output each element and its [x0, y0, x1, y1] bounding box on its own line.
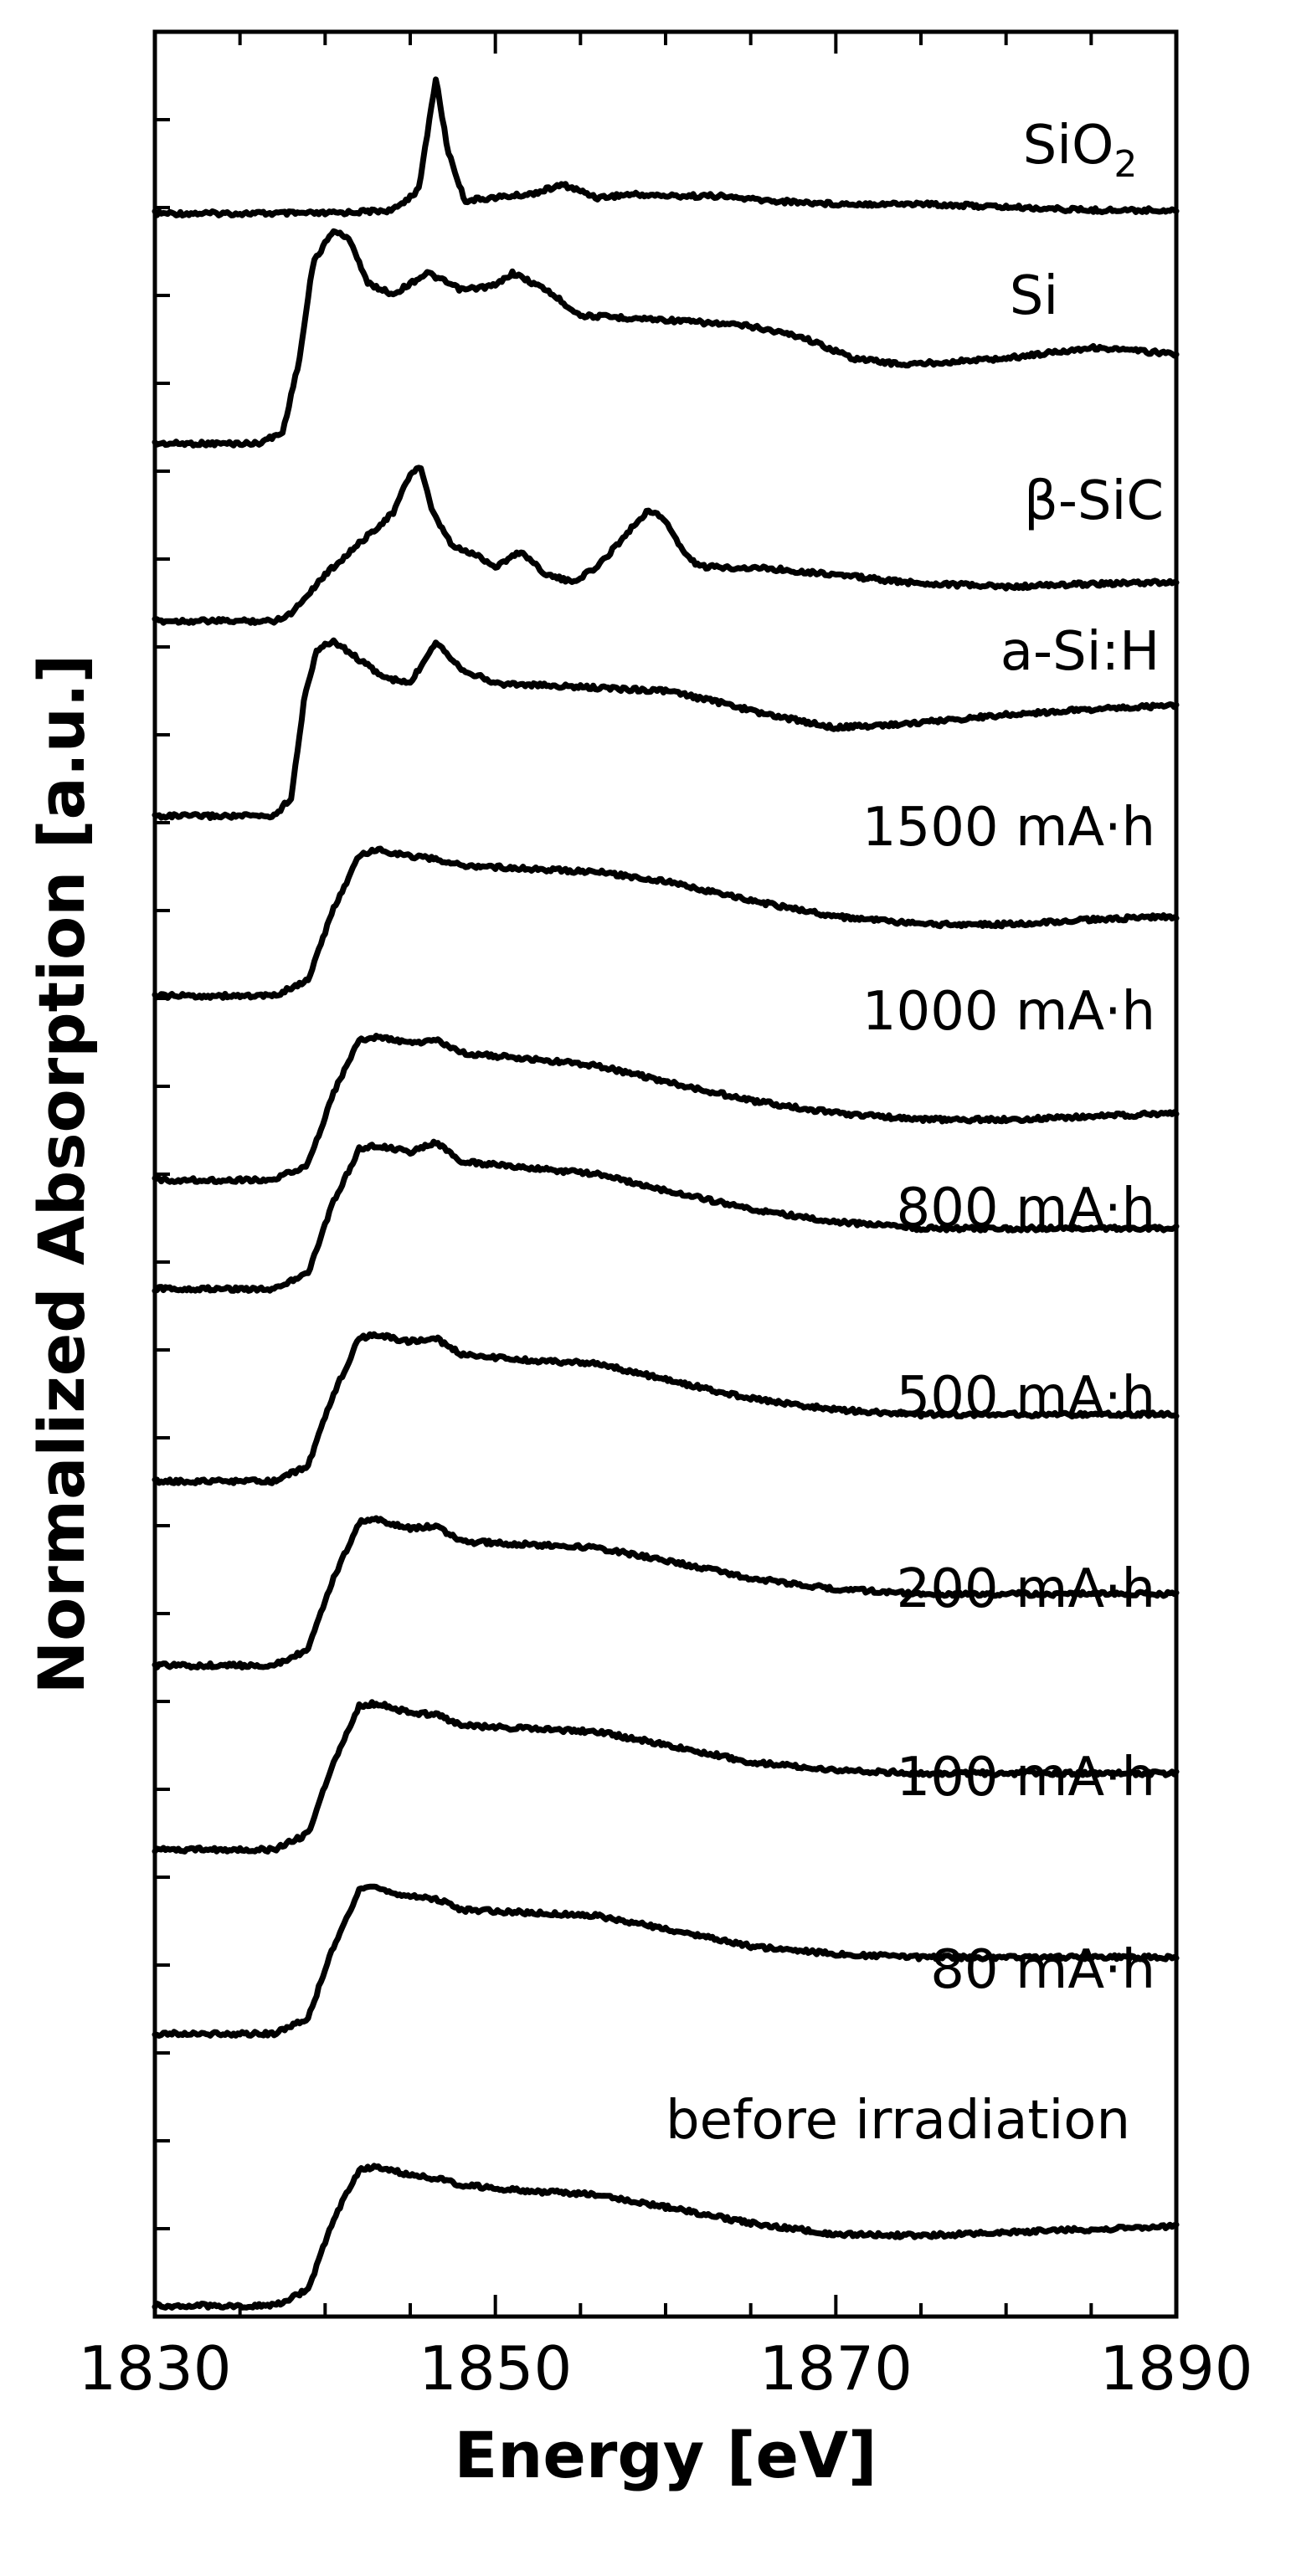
series-label-main-11: before irradiation	[666, 2090, 1130, 2152]
series-label-8: 200 mA·h	[896, 1558, 1155, 1620]
x-tick-label-3: 1890	[1099, 2333, 1252, 2404]
series-label-main-0: SiO	[1023, 115, 1114, 177]
series-label-main-7: 500 mA·h	[896, 1366, 1155, 1428]
series-line-7	[152, 1331, 1180, 1486]
series-label-11: before irradiation	[666, 2090, 1130, 2152]
tick-marks	[153, 30, 1178, 2318]
series-label-2: β-SiC	[1024, 470, 1164, 532]
series-label-1: Si	[1010, 265, 1058, 327]
x-tick-label-1: 1850	[419, 2333, 572, 2404]
series-line-9	[152, 1699, 1180, 1855]
series-line-4	[152, 845, 1180, 1001]
series-line-1	[152, 228, 1180, 449]
series-label-10: 80 mA·h	[930, 1939, 1155, 2001]
series-label-0: SiO2	[1023, 115, 1138, 186]
x-tick-label-2: 1870	[759, 2333, 913, 2404]
x-tick-labels: 1830 1850 1870 1890	[78, 2333, 1252, 2404]
series-label-7: 500 mA·h	[896, 1366, 1155, 1428]
series-line-0	[152, 76, 1180, 218]
series-line-2	[152, 464, 1180, 626]
series-label-main-9: 100 mA·h	[896, 1747, 1155, 1809]
series-label-main-1: Si	[1010, 265, 1058, 327]
series-line-3	[152, 637, 1180, 821]
y-axis-title: Normalized Absorption [a.u.]	[24, 654, 99, 1695]
series-label-6: 800 mA·h	[896, 1178, 1155, 1239]
series-label-3: a-Si:H	[1000, 621, 1160, 683]
series-line-5	[152, 1033, 1180, 1185]
series-label-main-5: 1000 mA·h	[862, 981, 1155, 1043]
series-line-6	[152, 1138, 1180, 1294]
x-axis-title: Energy [eV]	[454, 2418, 877, 2492]
series-line-10	[152, 1883, 1180, 2039]
x-tick-label-0: 1830	[78, 2333, 231, 2404]
series-label-main-2: β-SiC	[1024, 470, 1164, 532]
series-label-main-3: a-Si:H	[1000, 621, 1160, 683]
series-label-main-4: 1500 mA·h	[862, 797, 1155, 859]
series-line-8	[152, 1515, 1180, 1670]
series-label-9: 100 mA·h	[896, 1747, 1155, 1809]
series-line-11	[152, 2163, 1180, 2311]
series-label-main-10: 80 mA·h	[930, 1939, 1155, 2001]
series-group: SiO2 Si β-SiC a-Si:H 1500 mA·h 1000 mA·h 800 m…	[152, 76, 1180, 2311]
series-label-5: 1000 mA·h	[862, 981, 1155, 1043]
series-label-main-8: 200 mA·h	[896, 1558, 1155, 1620]
series-label-sub-0: 2	[1114, 143, 1137, 186]
series-label-main-6: 800 mA·h	[896, 1178, 1155, 1239]
series-label-4: 1500 mA·h	[862, 797, 1155, 859]
